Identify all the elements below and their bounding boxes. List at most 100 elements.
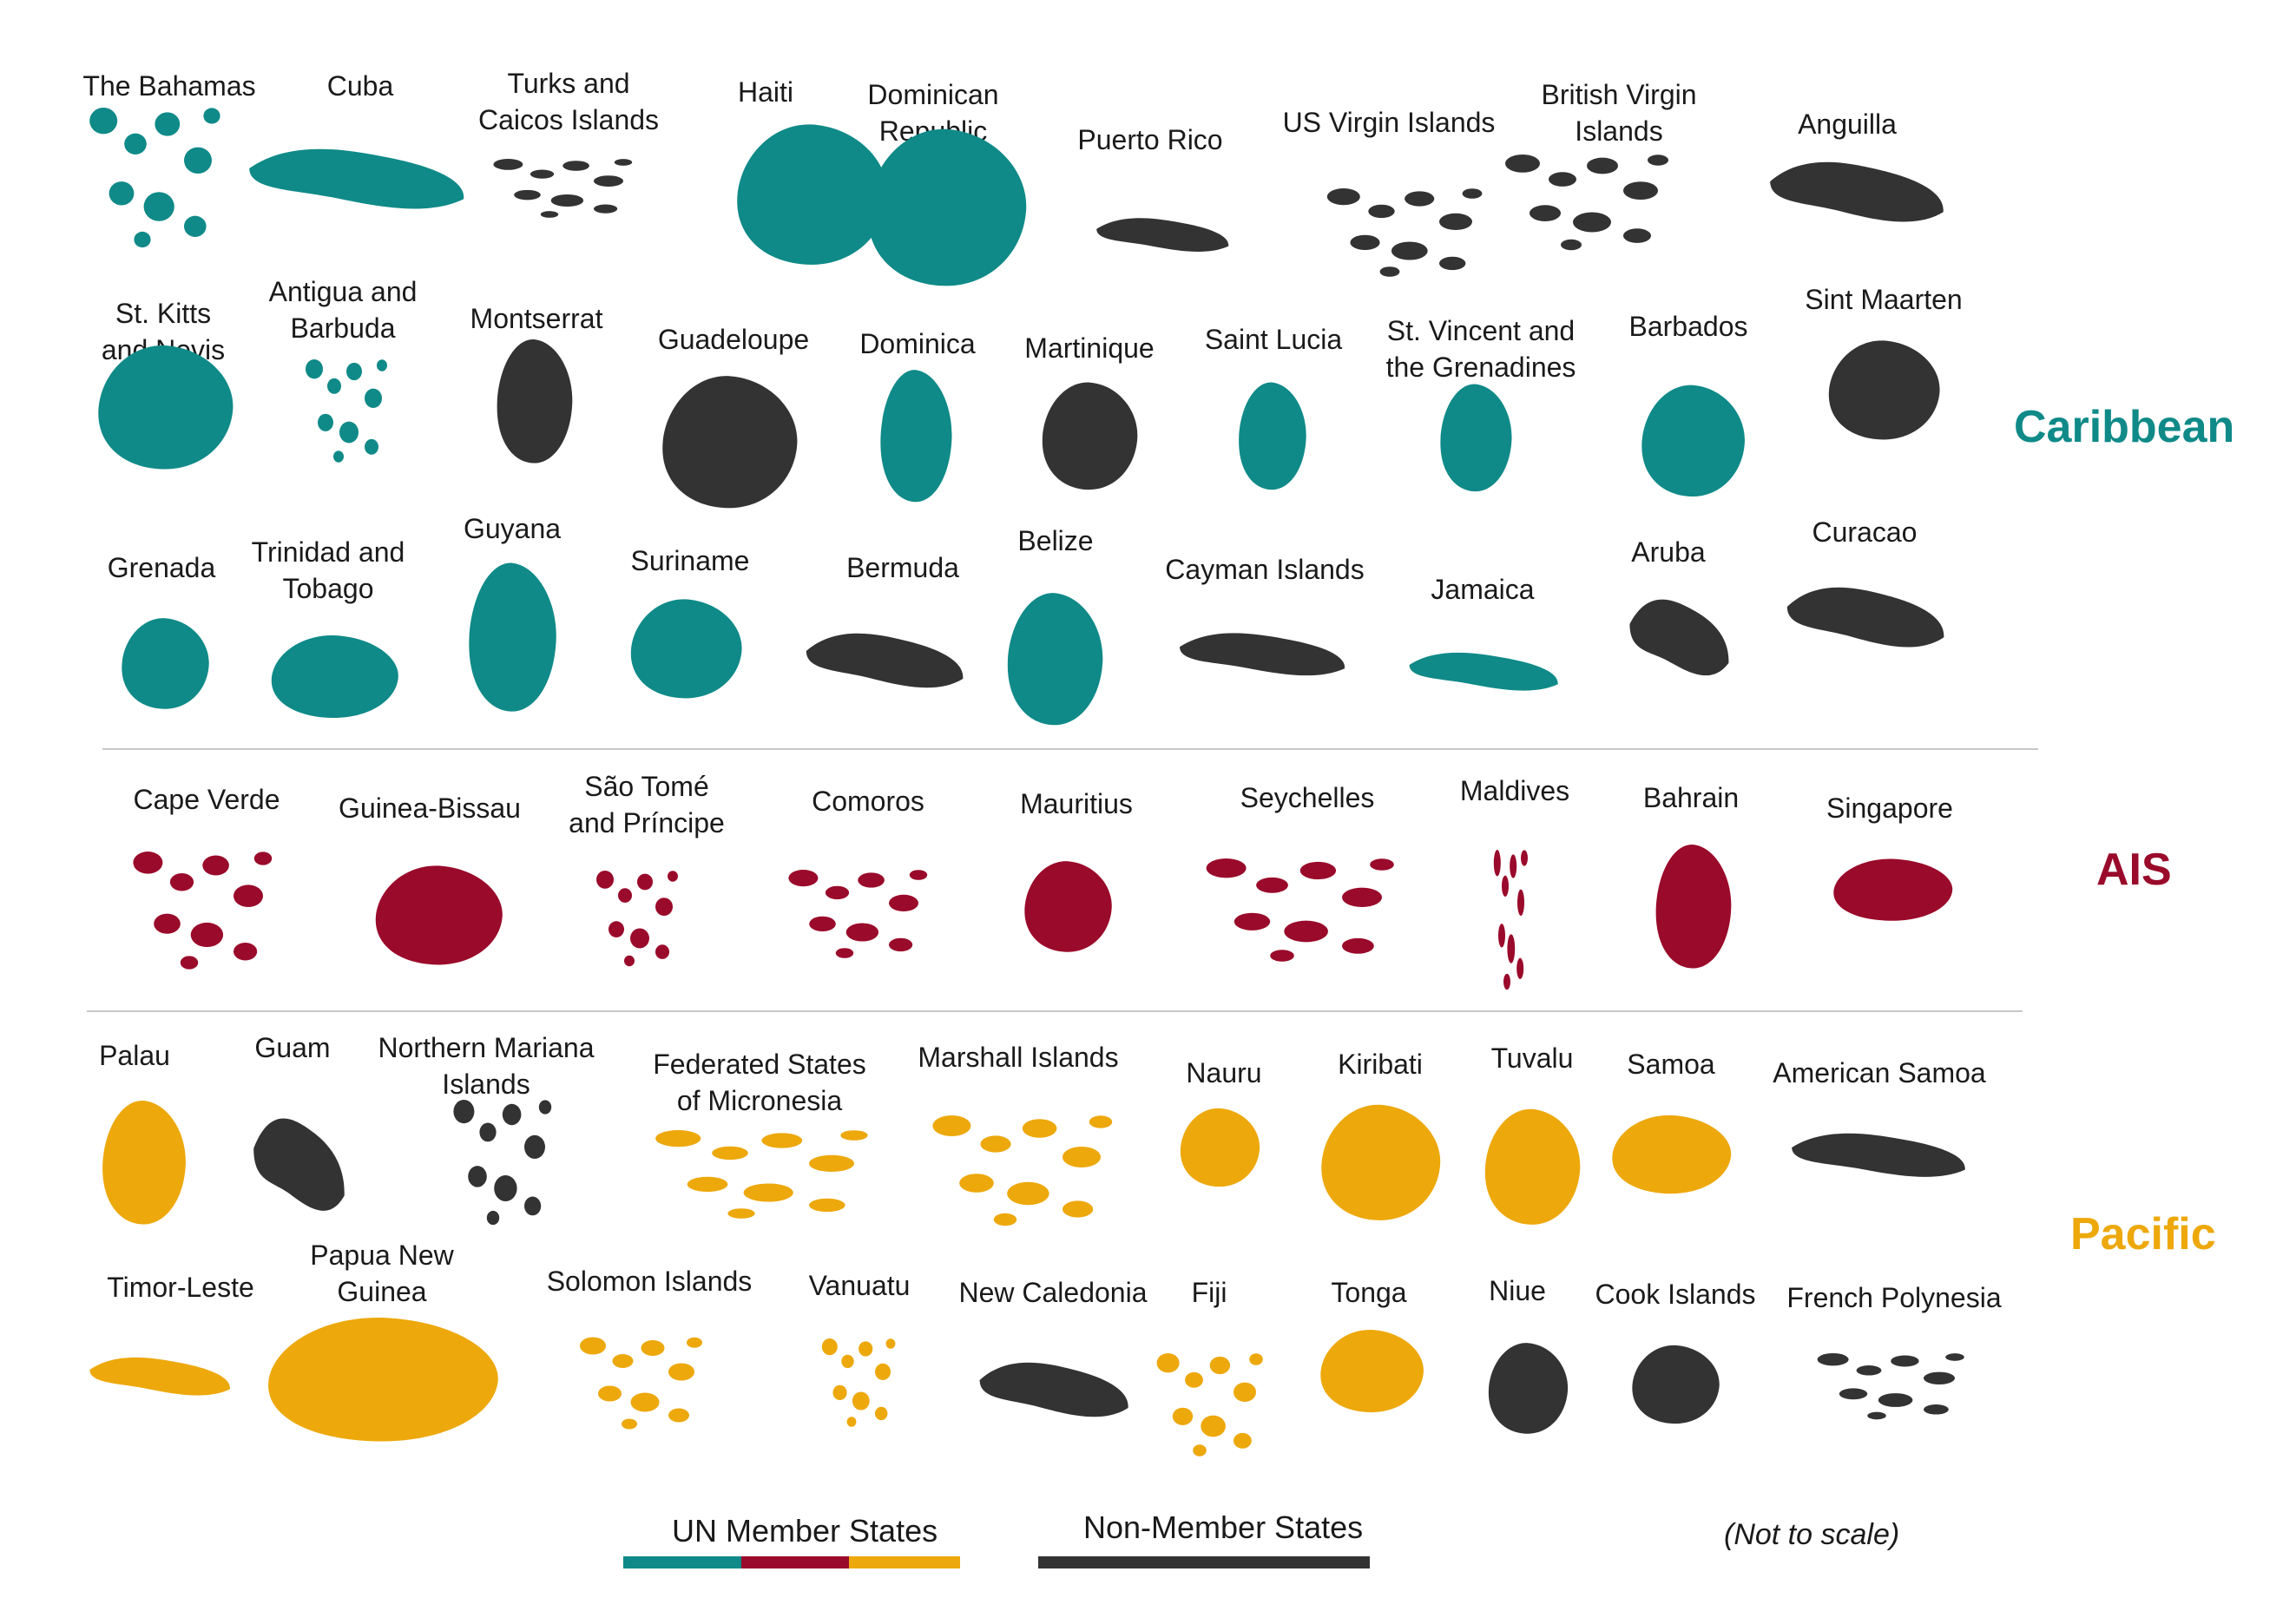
country-shape xyxy=(253,1118,345,1211)
country-label-line: and Príncipe xyxy=(569,807,725,838)
country-label-line: Guam xyxy=(254,1032,331,1063)
country-label: Timor-Leste xyxy=(107,1269,254,1305)
country-label: Guadeloupe xyxy=(658,321,809,358)
country-shape xyxy=(662,376,798,509)
ais-pacific-divider xyxy=(87,1010,2023,1012)
region-label-caribbean: Caribbean xyxy=(2014,402,2235,452)
country-singapore: Singapore xyxy=(0,0,1953,921)
country-label-line: Federated States xyxy=(653,1049,866,1080)
country-maldives: Maldives xyxy=(0,0,1569,990)
country-the-bahamas: The Bahamas xyxy=(0,0,256,248)
country-label-line: Dominica xyxy=(859,328,976,359)
country-shape xyxy=(1632,1345,1720,1424)
country-label: Tonga xyxy=(1331,1274,1406,1311)
legend-non-member-label: Non-Member States xyxy=(1083,1509,1364,1545)
country-label: Sint Maarten xyxy=(1805,281,1962,318)
country-label-line: Northern Mariana xyxy=(378,1032,595,1063)
country-label-line: Maldives xyxy=(1459,775,1570,806)
country-label-line: Marshall Islands xyxy=(918,1042,1119,1073)
country-american-samoa: American Samoa xyxy=(0,0,1986,1177)
country-shape xyxy=(306,359,387,463)
country-label-line: Martinique xyxy=(1024,332,1155,364)
country-label: Trinidad and Tobago xyxy=(252,534,405,607)
country-shape xyxy=(1641,385,1745,496)
country-label-line: St. Vincent and xyxy=(1386,315,1576,346)
country-label-line: Saint Lucia xyxy=(1204,324,1343,355)
country-shape xyxy=(1629,599,1729,676)
country-label-line: Mauritius xyxy=(1020,788,1133,819)
country-st-kitts-and-nevis: St. Kittsand Nevis xyxy=(0,0,234,470)
country-label: Marshall Islands xyxy=(918,1039,1118,1075)
country-label-line: Papua New xyxy=(310,1240,454,1271)
country-label: Federated States of Micronesia xyxy=(653,1046,865,1119)
country-label: Bahrain xyxy=(1643,779,1739,816)
country-shape xyxy=(1770,161,1944,222)
country-antigua-and-barbuda: Antigua and Barbuda xyxy=(0,0,417,463)
country-label: Papua New Guinea xyxy=(310,1237,453,1310)
country-label-line: Turks and xyxy=(507,68,630,99)
country-shape xyxy=(630,599,742,699)
country-sao-tome-and-principe: São Tomé and Príncipe xyxy=(0,0,725,967)
country-kiribati: Kiribati xyxy=(0,0,1441,1220)
country-label-line: Haiti xyxy=(737,76,794,108)
country-shape xyxy=(1096,218,1229,253)
country-shape xyxy=(89,108,220,248)
country-guinea-bissau: Guinea-Bissau xyxy=(0,0,521,965)
country-shape xyxy=(596,871,678,967)
country-shape xyxy=(788,870,928,958)
country-label-line: Cayman Islands xyxy=(1165,554,1365,585)
country-shape xyxy=(1180,633,1345,676)
country-shape xyxy=(1488,1343,1569,1434)
country-anguilla: Anguilla xyxy=(0,0,1944,222)
country-shape xyxy=(1007,593,1103,726)
country-label-line: Barbuda xyxy=(290,312,396,344)
country-label-line: Cuba xyxy=(326,70,394,102)
country-bahrain: Bahrain xyxy=(0,0,1739,969)
country-label-line: Palau xyxy=(99,1040,170,1071)
country-shape xyxy=(1833,858,1953,921)
country-shape xyxy=(1440,384,1512,492)
country-label-line: Sint Maarten xyxy=(1805,284,1963,315)
country-label: St. Vincent and the Grenadines xyxy=(1386,312,1576,385)
country-label-line: British Virgin xyxy=(1541,79,1697,110)
country-label-line: US Virgin Islands xyxy=(1282,107,1496,138)
legend-bar-ais xyxy=(741,1556,849,1568)
country-comoros: Comoros xyxy=(0,0,928,958)
country-niue: Niue xyxy=(0,0,1569,1434)
country-shape xyxy=(1817,1353,1964,1420)
country-dominica: Dominica xyxy=(0,0,976,503)
country-label: The Bahamas xyxy=(82,68,255,104)
country-dominican-republic: DominicanRepublic xyxy=(0,0,1027,286)
country-label-line: Cape Verde xyxy=(133,784,280,815)
country-label-line: Trinidad and xyxy=(251,536,405,568)
country-label: Suriname xyxy=(631,543,750,579)
legend-bar-pacific xyxy=(849,1556,960,1568)
country-label-line: Barbados xyxy=(1628,311,1748,342)
country-label-line: Tobago xyxy=(282,573,374,604)
country-shape xyxy=(1612,1115,1732,1194)
country-label: Turks and Caicos Islands xyxy=(478,65,659,138)
country-label: Belize xyxy=(1017,523,1093,559)
country-label-line: Vanuatu xyxy=(808,1270,911,1301)
country-solomon-islands: Solomon Islands xyxy=(0,0,752,1429)
country-mauritius: Mauritius xyxy=(0,0,1133,952)
country-shape xyxy=(979,1362,1128,1417)
country-label: Martinique xyxy=(1024,330,1154,366)
country-label: New Caledonia xyxy=(958,1274,1147,1311)
country-label: Curacao xyxy=(1812,514,1918,550)
country-shape xyxy=(1156,1353,1263,1457)
country-label: Nauru xyxy=(1186,1055,1261,1091)
country-british-virgin-islands: British Virgin Islands xyxy=(0,0,1697,251)
country-guyana: Guyana xyxy=(0,0,561,712)
country-label-line: Kiribati xyxy=(1338,1049,1423,1080)
country-french-polynesia: French Polynesia xyxy=(0,0,2002,1420)
not-to-scale-note: (Not to scale) xyxy=(1724,1518,1900,1551)
country-label-line: Jamaica xyxy=(1431,574,1535,605)
country-label: Fiji xyxy=(1192,1274,1227,1311)
country-guam: Guam xyxy=(0,0,345,1211)
country-label: Seychelles xyxy=(1240,779,1375,816)
country-label-line: Grenada xyxy=(107,552,216,583)
country-federated-states-of-micronesia: Federated States of Micronesia xyxy=(0,0,868,1219)
country-label-line: Guinea-Bissau xyxy=(339,792,521,824)
country-label-line: Seychelles xyxy=(1240,782,1375,813)
